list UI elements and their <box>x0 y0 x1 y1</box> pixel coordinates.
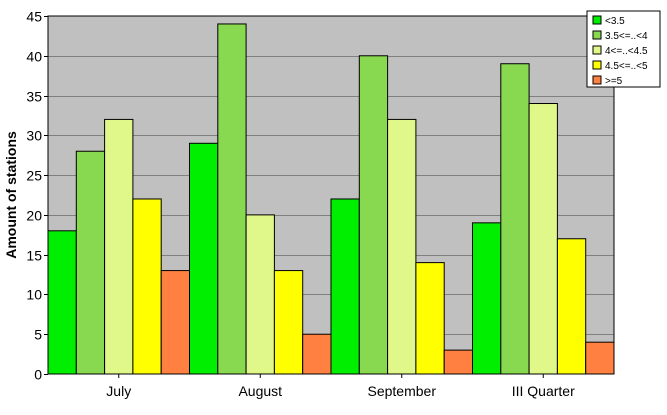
bar <box>358 55 389 375</box>
bar <box>415 262 445 375</box>
legend-swatch <box>592 15 602 25</box>
bar <box>556 238 587 375</box>
y-axis-title: Amount of stations <box>3 131 19 259</box>
x-axis-ticks: July August September III Quarter <box>106 374 575 399</box>
y-tick-label: 0 <box>34 367 42 383</box>
legend-label: 4<=..<4.5 <box>605 46 648 57</box>
plot-border <box>47 15 615 375</box>
legend-swatch <box>592 75 602 85</box>
y-tick-label: 20 <box>26 208 42 224</box>
bars <box>47 23 615 375</box>
y-tick-label: 30 <box>26 128 42 144</box>
bar <box>387 118 417 375</box>
y-axis-ticks: 0 5 10 15 20 25 30 35 40 45 <box>26 9 48 383</box>
bar <box>528 103 558 375</box>
x-tick-label: August <box>238 383 282 399</box>
bar <box>104 118 134 375</box>
y-tick-label: 35 <box>26 89 42 105</box>
bar <box>585 341 615 375</box>
bar <box>330 198 360 375</box>
legend-label: 4.5<=..<5 <box>605 61 648 72</box>
bar <box>443 349 474 375</box>
bar <box>160 270 190 375</box>
y-tick-label: 25 <box>26 168 42 184</box>
bar <box>75 150 106 375</box>
bar <box>472 222 502 375</box>
y-tick-label: 45 <box>26 9 42 25</box>
bar <box>132 198 162 375</box>
legend-swatch <box>592 45 602 55</box>
x-tick-label: July <box>106 383 131 399</box>
y-tick-label: 15 <box>26 248 42 264</box>
bar <box>217 23 247 375</box>
legend-swatch <box>592 30 602 40</box>
x-tick-label: III Quarter <box>512 383 575 399</box>
bar <box>47 230 77 375</box>
legend-label: >=5 <box>605 76 623 87</box>
bar <box>189 142 219 375</box>
y-tick-label: 5 <box>34 327 42 343</box>
bar <box>302 333 332 375</box>
legend: <3.5 3.5<=..<4 4<=..<4.5 4.5<=..<5 >=5 <box>586 10 661 88</box>
y-tick-label: 10 <box>26 287 42 303</box>
bar <box>273 270 304 375</box>
legend-label: <3.5 <box>605 16 625 27</box>
legend-label: 3.5<=..<4 <box>605 31 648 42</box>
bar <box>500 63 530 375</box>
legend-swatch <box>592 60 602 70</box>
x-tick-label: September <box>368 383 437 399</box>
y-tick-label: 40 <box>26 49 42 65</box>
bar <box>245 214 275 375</box>
